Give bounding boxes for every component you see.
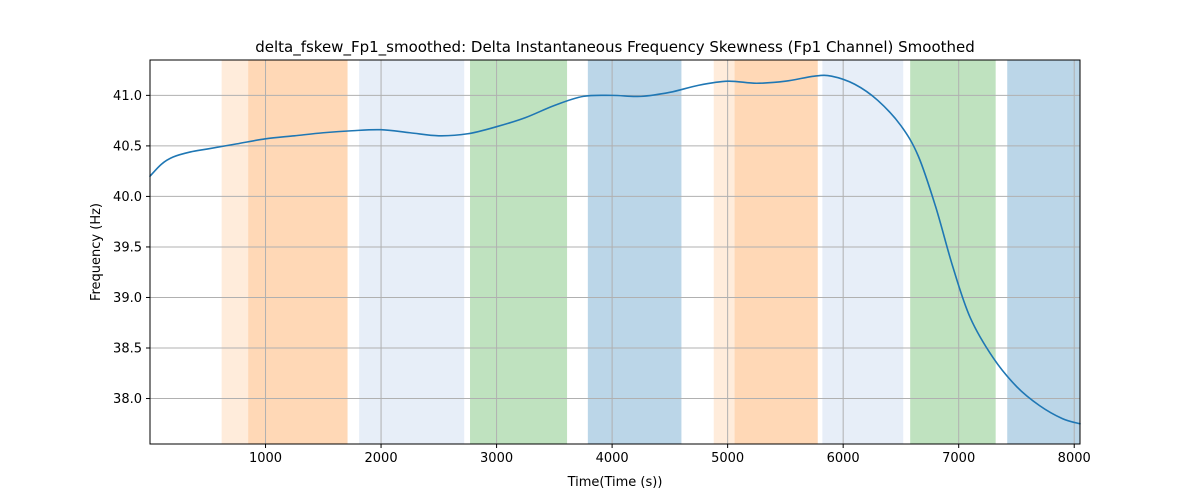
x-tick-label: 2000 <box>365 451 398 466</box>
x-tick-label: 4000 <box>596 451 629 466</box>
shaded-region-9 <box>1007 60 1080 444</box>
y-axis-label: Frequency (Hz) <box>89 203 104 301</box>
x-tick-label: 1000 <box>249 451 282 466</box>
y-tick-label: 40.5 <box>113 139 142 154</box>
shaded-regions <box>221 60 1080 444</box>
y-tick-label: 39.5 <box>113 240 142 255</box>
y-tick-label: 40.0 <box>113 190 142 205</box>
y-tick-label: 38.5 <box>113 342 142 357</box>
shaded-region-8 <box>910 60 996 444</box>
shaded-region-5 <box>713 60 735 444</box>
x-axis-label: Time(Time (s)) <box>567 475 663 490</box>
shaded-region-2 <box>359 60 465 444</box>
x-tick-label: 8000 <box>1058 451 1091 466</box>
shaded-region-6 <box>734 60 818 444</box>
shaded-region-7 <box>822 60 904 444</box>
shaded-region-3 <box>470 60 568 444</box>
x-tick-label: 3000 <box>480 451 513 466</box>
plot-frame <box>149 59 1081 445</box>
shaded-region-0 <box>221 60 249 444</box>
y-tick-label: 41.0 <box>113 89 142 104</box>
chart-title: delta_fskew_Fp1_smoothed: Delta Instanta… <box>255 38 975 57</box>
x-tick-label: 7000 <box>942 451 975 466</box>
y-tick-label: 38.0 <box>113 392 142 407</box>
series-layer <box>149 74 1081 425</box>
y-tick-label: 39.0 <box>113 291 142 306</box>
x-axis-ticks: 1000 2000 3000 4000 5000 6000 7000 8000 <box>249 444 1091 466</box>
y-axis-ticks: 38.0 38.5 39.0 39.5 40.0 40.5 41.0 <box>113 89 150 407</box>
x-tick-label: 5000 <box>711 451 744 466</box>
x-tick-label: 6000 <box>827 451 860 466</box>
grid-lines <box>150 60 1080 444</box>
shaded-region-4 <box>587 60 682 444</box>
series-line <box>149 74 1081 425</box>
shaded-region-1 <box>248 60 348 444</box>
